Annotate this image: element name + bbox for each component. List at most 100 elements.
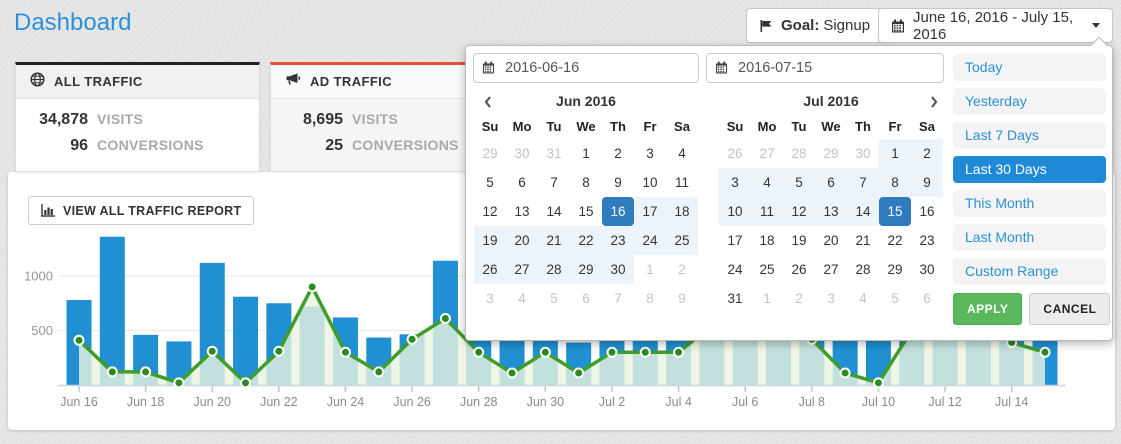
calendar-day[interactable]: 5 <box>783 168 815 197</box>
preset-yesterday[interactable]: Yesterday <box>953 88 1106 115</box>
calendar-day[interactable]: 8 <box>646 291 654 306</box>
calendar-day[interactable]: 9 <box>614 175 622 190</box>
calendar-day[interactable]: 18 <box>666 197 698 226</box>
calendar-day[interactable]: 21 <box>855 233 871 248</box>
calendar-day[interactable]: 20 <box>823 233 839 248</box>
calendar-day[interactable]: 23 <box>919 233 935 248</box>
calendar-day[interactable]: 22 <box>887 233 903 248</box>
calendar-day[interactable]: 2 <box>911 139 943 168</box>
all-traffic-card[interactable]: ALL TRAFFIC 34,878 VISITS 96 CONVERSIONS <box>15 62 260 172</box>
calendar-day[interactable]: 20 <box>506 226 538 255</box>
calendar-day[interactable]: 25 <box>666 226 698 255</box>
calendar-day[interactable]: 8 <box>582 175 590 190</box>
calendar-day[interactable]: 3 <box>719 168 751 197</box>
calendar-day[interactable]: 18 <box>759 233 775 248</box>
calendar-day[interactable]: 10 <box>719 197 751 226</box>
calendar-day[interactable]: 29 <box>570 255 602 284</box>
calendar-day[interactable]: 24 <box>727 262 743 277</box>
calendar-day[interactable]: 29 <box>823 146 839 161</box>
calendar-day[interactable]: 2 <box>795 291 803 306</box>
calendar-day[interactable]: 14 <box>546 204 562 219</box>
calendar-day[interactable]: 7 <box>614 291 622 306</box>
calendar-day[interactable]: 30 <box>514 146 530 161</box>
calendar-day[interactable]: 29 <box>482 146 498 161</box>
calendar-day[interactable]: 30 <box>919 262 935 277</box>
calendar-day[interactable]: 12 <box>783 197 815 226</box>
calendar-day[interactable]: 6 <box>815 168 847 197</box>
calendar-day[interactable]: 11 <box>751 197 783 226</box>
start-date-input[interactable] <box>473 53 699 83</box>
calendar-day[interactable]: 27 <box>823 262 839 277</box>
calendar-day[interactable]: 2 <box>614 146 622 161</box>
cancel-button[interactable]: CANCEL <box>1029 293 1111 325</box>
calendar-day[interactable]: 13 <box>514 204 530 219</box>
calendar-day[interactable]: 4 <box>751 168 783 197</box>
view-all-traffic-report-button[interactable]: VIEW ALL TRAFFIC REPORT <box>28 196 255 225</box>
calendar-day[interactable]: 6 <box>923 291 931 306</box>
apply-button[interactable]: APPLY <box>953 293 1023 325</box>
calendar-day[interactable]: 19 <box>791 233 807 248</box>
goal-dropdown-button[interactable]: Goal: Signup <box>746 8 900 43</box>
calendar-day[interactable]: 17 <box>727 233 743 248</box>
calendar-day[interactable]: 2 <box>678 262 686 277</box>
calendar-day[interactable]: 9 <box>678 291 686 306</box>
calendar-day[interactable]: 28 <box>855 262 871 277</box>
calendar-day[interactable]: 23 <box>602 226 634 255</box>
calendar-day[interactable]: 12 <box>482 204 498 219</box>
calendar-day[interactable]: 30 <box>855 146 871 161</box>
calendar-day[interactable]: 31 <box>727 291 743 306</box>
calendar-day[interactable]: 30 <box>602 255 634 284</box>
preset-this-month[interactable]: This Month <box>953 190 1106 217</box>
calendar-day[interactable]: 4 <box>518 291 526 306</box>
calendar-day[interactable]: 28 <box>538 255 570 284</box>
date-range-button[interactable]: June 16, 2016 - July 15, 2016 <box>878 8 1113 43</box>
calendar-day[interactable]: 3 <box>827 291 835 306</box>
calendar-day[interactable]: 29 <box>887 262 903 277</box>
calendar-day[interactable]: 25 <box>759 262 775 277</box>
calendar-day[interactable]: 22 <box>570 226 602 255</box>
calendar-day[interactable]: 5 <box>550 291 558 306</box>
calendar-day[interactable]: 3 <box>646 146 654 161</box>
calendar-day[interactable]: 14 <box>847 197 879 226</box>
calendar-day[interactable]: 27 <box>759 146 775 161</box>
calendar-day[interactable]: 17 <box>634 197 666 226</box>
preset-last-30-days[interactable]: Last 30 Days <box>953 156 1106 183</box>
calendar-day[interactable]: 26 <box>474 255 506 284</box>
calendar-day[interactable]: 11 <box>674 175 689 190</box>
calendar-day[interactable]: 24 <box>634 226 666 255</box>
preset-today[interactable]: Today <box>953 54 1106 81</box>
calendar-day[interactable]: 9 <box>911 168 943 197</box>
calendar-day[interactable]: 15 <box>578 204 594 219</box>
calendar-day[interactable]: 26 <box>791 262 807 277</box>
calendar-day[interactable]: 15 <box>879 197 911 226</box>
calendar-day[interactable]: 26 <box>727 146 743 161</box>
calendar-day[interactable]: 7 <box>847 168 879 197</box>
calendar-day[interactable]: 8 <box>879 168 911 197</box>
calendar-day[interactable]: 7 <box>550 175 558 190</box>
preset-last-7-days[interactable]: Last 7 Days <box>953 122 1106 149</box>
calendar-day[interactable]: 19 <box>474 226 506 255</box>
calendar-day[interactable]: 27 <box>506 255 538 284</box>
preset-last-month[interactable]: Last Month <box>953 224 1106 251</box>
calendar-prev-button[interactable] <box>473 88 503 115</box>
calendar-day[interactable]: 1 <box>763 291 771 306</box>
calendar-day[interactable]: 1 <box>582 146 590 161</box>
calendar-day[interactable]: 31 <box>546 146 562 161</box>
calendar-day[interactable]: 21 <box>538 226 570 255</box>
calendar-day[interactable]: 16 <box>919 204 935 219</box>
calendar-day[interactable]: 5 <box>891 291 899 306</box>
calendar-day[interactable]: 16 <box>602 197 634 226</box>
calendar-next-button[interactable] <box>919 88 949 115</box>
preset-custom-range[interactable]: Custom Range <box>953 258 1106 285</box>
calendar-day[interactable]: 4 <box>678 146 686 161</box>
calendar-day[interactable]: 28 <box>791 146 807 161</box>
calendar-day[interactable]: 3 <box>486 291 494 306</box>
calendar-day[interactable]: 6 <box>582 291 590 306</box>
calendar-day[interactable]: 6 <box>518 175 526 190</box>
calendar-day[interactable]: 10 <box>642 175 658 190</box>
calendar-day[interactable]: 1 <box>646 262 654 277</box>
calendar-day[interactable]: 5 <box>486 175 494 190</box>
calendar-day[interactable]: 4 <box>859 291 867 306</box>
end-date-input[interactable] <box>706 53 944 83</box>
calendar-day[interactable]: 13 <box>815 197 847 226</box>
